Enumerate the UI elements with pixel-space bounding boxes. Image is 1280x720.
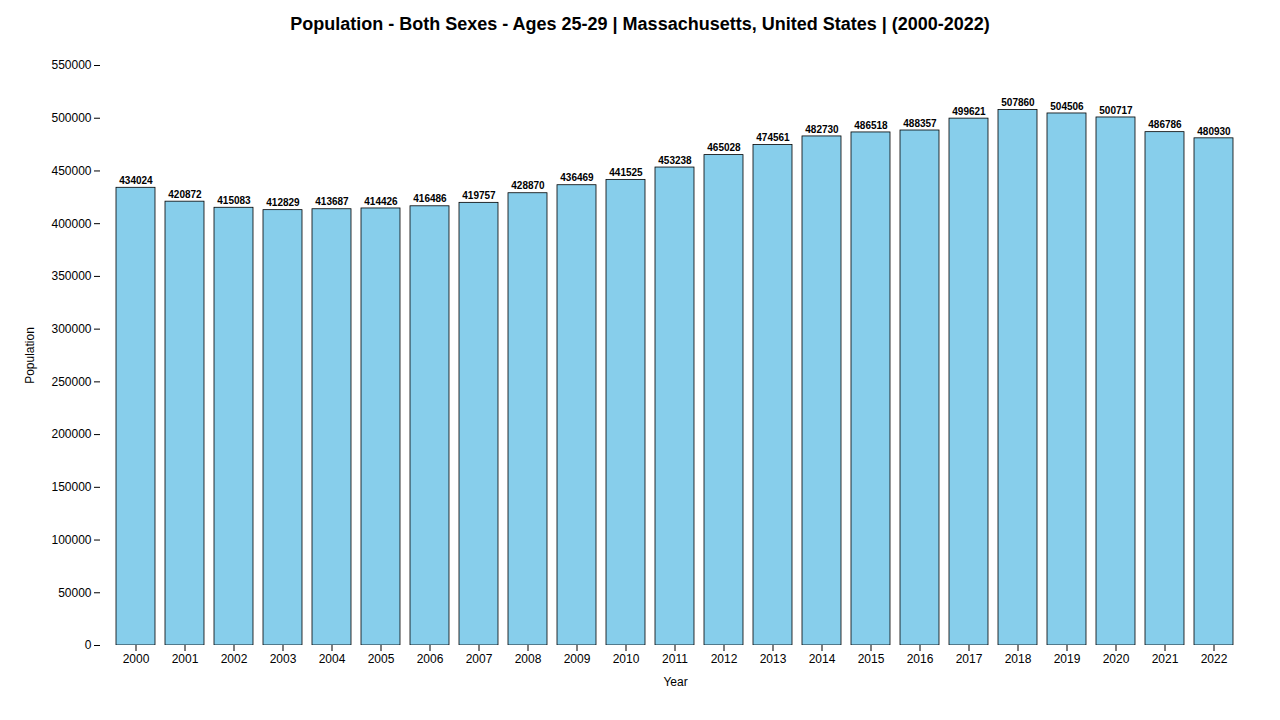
svg-text:2004: 2004 — [319, 652, 346, 666]
svg-text:2009: 2009 — [564, 652, 591, 666]
svg-text:2019: 2019 — [1054, 652, 1081, 666]
svg-text:2012: 2012 — [711, 652, 738, 666]
svg-text:350000: 350000 — [51, 269, 91, 283]
svg-text:2017: 2017 — [956, 652, 983, 666]
html-text:Population - Both Sexes - Ages: Population - Both Sexes - Ages 25-29 | M… — [290, 14, 990, 34]
svg-text:2008: 2008 — [515, 652, 542, 666]
svg-text:2018: 2018 — [1005, 652, 1032, 666]
svg-text:2013: 2013 — [760, 652, 787, 666]
svg-text:504506: 504506 — [1050, 101, 1084, 112]
svg-text:414426: 414426 — [364, 196, 398, 207]
svg-text:2011: 2011 — [662, 652, 688, 666]
svg-text:150000: 150000 — [51, 480, 91, 494]
svg-text:250000: 250000 — [51, 375, 91, 389]
svg-text:550000: 550000 — [51, 58, 91, 72]
svg-text:486518: 486518 — [854, 120, 888, 131]
svg-text:415083: 415083 — [217, 195, 251, 206]
svg-text:2000: 2000 — [123, 652, 150, 666]
svg-text:0: 0 — [85, 638, 92, 652]
svg-text:499621: 499621 — [952, 106, 986, 117]
svg-text:2006: 2006 — [417, 652, 444, 666]
svg-text:100000: 100000 — [51, 533, 91, 547]
svg-text:2001: 2001 — [172, 652, 199, 666]
svg-text:480930: 480930 — [1197, 126, 1231, 137]
svg-text:428870: 428870 — [511, 180, 545, 191]
svg-text:412829: 412829 — [266, 197, 300, 208]
svg-text:500717: 500717 — [1099, 105, 1133, 116]
svg-text:413687: 413687 — [315, 196, 349, 207]
svg-text:Year: Year — [663, 675, 687, 689]
svg-text:500000: 500000 — [51, 111, 91, 125]
svg-text:2007: 2007 — [466, 652, 493, 666]
svg-text:200000: 200000 — [51, 427, 91, 441]
svg-text:465028: 465028 — [707, 142, 741, 153]
svg-text:2002: 2002 — [221, 652, 248, 666]
svg-text:474561: 474561 — [756, 132, 790, 143]
svg-text:50000: 50000 — [58, 586, 92, 600]
svg-text:2020: 2020 — [1103, 652, 1130, 666]
svg-text:300000: 300000 — [51, 322, 91, 336]
svg-text:450000: 450000 — [51, 164, 91, 178]
svg-text:2003: 2003 — [270, 652, 297, 666]
svg-text:453238: 453238 — [658, 155, 692, 166]
svg-text:434024: 434024 — [119, 175, 153, 186]
svg-text:419757: 419757 — [462, 190, 496, 201]
svg-text:2022: 2022 — [1201, 652, 1228, 666]
svg-text:486786: 486786 — [1148, 119, 1182, 130]
svg-text:507860: 507860 — [1001, 97, 1035, 108]
svg-text:Population: Population — [23, 327, 37, 384]
svg-text:441525: 441525 — [609, 167, 643, 178]
svg-text:2016: 2016 — [907, 652, 934, 666]
svg-text:2005: 2005 — [368, 652, 395, 666]
svg-text:2015: 2015 — [858, 652, 885, 666]
svg-text:436469: 436469 — [560, 172, 594, 183]
svg-text:420872: 420872 — [168, 189, 202, 200]
svg-text:482730: 482730 — [805, 124, 839, 135]
svg-text:2014: 2014 — [809, 652, 836, 666]
svg-text:416486: 416486 — [413, 193, 447, 204]
svg-text:2010: 2010 — [613, 652, 640, 666]
svg-text:2021: 2021 — [1152, 652, 1179, 666]
svg-text:488357: 488357 — [903, 118, 937, 129]
svg-text:400000: 400000 — [51, 217, 91, 231]
